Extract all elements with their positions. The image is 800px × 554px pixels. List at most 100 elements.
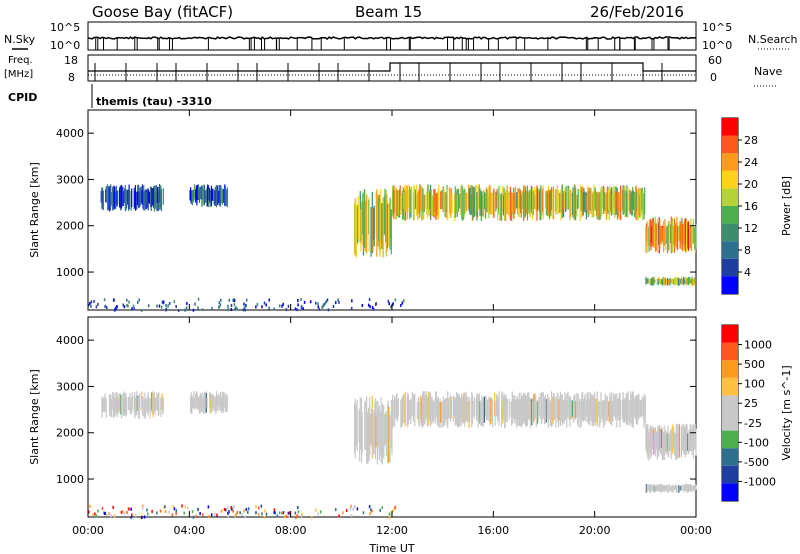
echo-cell	[146, 395, 149, 414]
echo-cell	[195, 514, 198, 518]
echo-cell	[390, 209, 392, 255]
echo-cell	[633, 399, 636, 417]
echo-cell	[651, 277, 653, 286]
echo-cell	[690, 278, 693, 284]
colorbar-segment	[722, 413, 738, 431]
echo-cell	[561, 394, 563, 422]
echo-cell	[632, 187, 634, 216]
echo-cell	[647, 486, 649, 490]
echo-cell	[230, 303, 233, 307]
echo-cell	[677, 431, 679, 459]
echo-cell	[692, 432, 695, 460]
echo-cell	[105, 398, 107, 418]
echo-cell	[583, 187, 585, 212]
echo-cell	[364, 401, 366, 450]
echo-cell	[403, 299, 405, 303]
echo-cell	[576, 397, 579, 424]
echo-cell	[491, 194, 493, 215]
echo-cell	[287, 304, 290, 308]
echo-cell	[694, 424, 696, 450]
echo-cell	[386, 194, 388, 252]
echo-cell	[206, 397, 208, 409]
echo-cell	[355, 204, 358, 258]
echo-cell	[297, 506, 299, 510]
echo-cell	[201, 392, 203, 412]
echo-cell	[155, 192, 157, 210]
echo-cell	[360, 209, 362, 252]
echo-cell	[545, 190, 548, 216]
echo-cell	[297, 303, 299, 307]
echo-cell	[140, 186, 142, 205]
echo-cell	[667, 425, 669, 458]
echo-cell	[585, 400, 587, 416]
echo-cell	[404, 391, 406, 427]
echo-cell	[504, 194, 506, 221]
echo-cell	[524, 192, 526, 218]
echo-cell	[638, 393, 640, 419]
echo-cell	[368, 298, 371, 302]
colorbar-segment	[722, 395, 738, 413]
echo-cell	[402, 187, 404, 220]
echo-cell	[210, 185, 213, 207]
echo-cell	[539, 188, 541, 220]
echo-cell	[491, 398, 493, 422]
echo-cell	[660, 483, 662, 493]
echo-cell	[376, 400, 378, 443]
echo-cell	[204, 397, 206, 414]
echo-cell	[672, 226, 674, 246]
echo-cell	[540, 187, 543, 219]
echo-cell	[632, 391, 634, 424]
echo-cell	[460, 186, 462, 216]
echo-cell	[218, 305, 221, 309]
echo-cell	[682, 223, 684, 251]
echo-cell	[664, 432, 666, 452]
echo-cell	[100, 190, 102, 203]
echo-cell	[345, 508, 348, 512]
colorbar-tick-label: -1000	[744, 475, 776, 488]
echo-cell	[591, 190, 593, 218]
echo-cell	[101, 398, 104, 412]
echo-cell	[459, 397, 461, 419]
colorbar-tick-label: 4	[744, 266, 751, 279]
echo-cell	[367, 415, 369, 464]
power-marks	[88, 184, 697, 313]
echo-cell	[475, 398, 477, 416]
echo-cell	[134, 397, 137, 416]
echo-cell	[545, 398, 547, 416]
echo-cell	[652, 217, 655, 246]
echo-cell	[199, 187, 201, 200]
echo-cell	[90, 300, 93, 304]
power-colorbar	[722, 118, 738, 294]
echo-cell	[424, 391, 426, 425]
echo-cell	[518, 392, 520, 427]
echo-cell	[695, 428, 697, 456]
echo-cell	[523, 392, 525, 421]
echo-cell	[519, 188, 521, 209]
echo-cell	[455, 401, 457, 425]
echo-cell	[435, 193, 437, 220]
echo-cell	[632, 190, 634, 210]
echo-cell	[244, 515, 246, 519]
echo-cell	[691, 276, 693, 286]
echo-cell	[453, 399, 455, 418]
echo-cell	[144, 191, 146, 211]
echo-cell	[235, 306, 237, 310]
echo-cell	[549, 192, 551, 220]
echo-cell	[630, 192, 632, 213]
echo-cell	[113, 392, 115, 418]
echo-cell	[338, 300, 340, 304]
echo-cell	[588, 398, 591, 426]
echo-cell	[677, 278, 679, 286]
echo-cell	[626, 185, 628, 218]
echo-cell	[403, 191, 405, 210]
echo-cell	[400, 303, 402, 307]
echo-cell	[685, 218, 687, 252]
echo-cell	[597, 399, 599, 427]
echo-cell	[317, 302, 319, 306]
echo-cell	[430, 394, 432, 427]
echo-cell	[659, 226, 662, 243]
echo-cell	[209, 392, 211, 414]
echo-cell	[530, 398, 532, 428]
